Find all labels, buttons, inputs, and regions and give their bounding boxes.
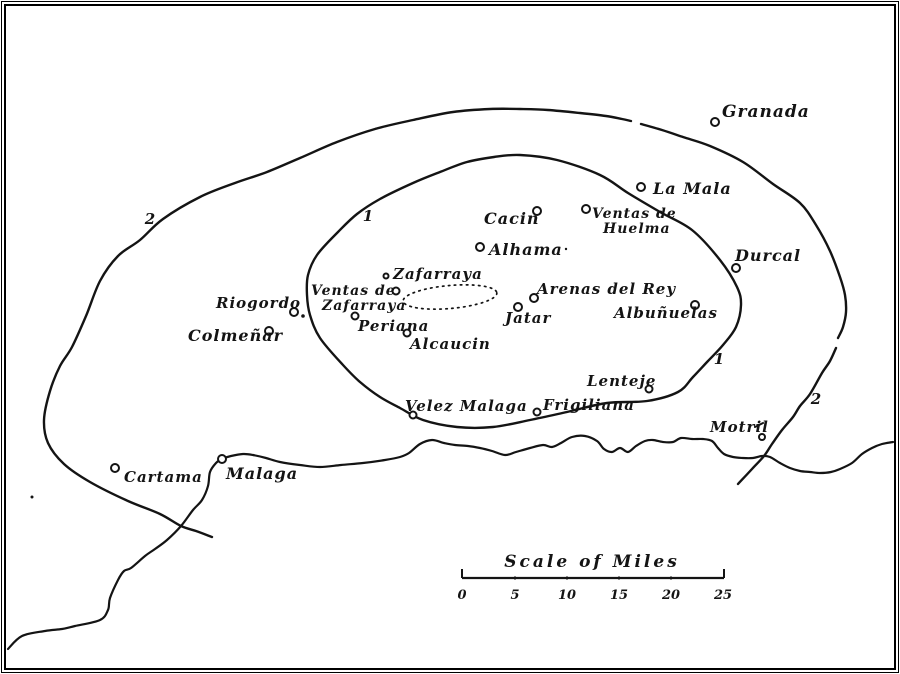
town-marker	[513, 302, 523, 312]
town-marker	[581, 204, 591, 214]
town-malaga: Malaga	[217, 454, 298, 483]
town-marker	[350, 311, 360, 321]
isoseismal-1-number-label: 1	[363, 207, 373, 225]
town-lenteje: Lenteje	[586, 372, 656, 394]
scale-bar-tick-label: 0	[457, 588, 466, 603]
town-label: Cacin	[484, 209, 540, 228]
town-label: Jatar	[502, 309, 551, 327]
town-label: Zafarraya	[392, 265, 483, 283]
isoseismal-2-path	[736, 346, 838, 486]
town-la-mala: La Mala	[636, 179, 732, 198]
motril-tick-mark	[754, 422, 764, 428]
town-label: Cartama	[124, 468, 203, 486]
isoseismal-1: 11	[305, 153, 743, 430]
town-jatar: Jatar	[502, 302, 551, 327]
town-label: Velez Malaga	[405, 397, 528, 415]
town-label: Albuñuelas	[612, 304, 718, 322]
scale-bar-tick-label: 5	[510, 588, 519, 603]
isoseismal-1-number-label: 1	[714, 350, 724, 368]
town-marker	[710, 117, 720, 127]
town-periana: Periana	[350, 311, 429, 335]
town-frigiliana: Frigiliana	[532, 396, 635, 417]
town-marker	[408, 410, 418, 420]
town-label: Lenteje	[586, 372, 656, 390]
isoseismal-2-path	[42, 107, 633, 539]
town-label: Periana	[357, 317, 429, 335]
town-label: Riogordo	[215, 294, 301, 312]
town-label: Granada	[722, 102, 810, 122]
town-marker	[391, 286, 401, 296]
town-marker	[402, 328, 412, 338]
ink-speck	[564, 247, 568, 251]
town-label: Arenas del Rey	[535, 280, 676, 298]
town-motril: Motril	[709, 418, 769, 441]
scale-bar-tick-label: 15	[610, 588, 628, 603]
epicentral-dotted-ellipse	[402, 283, 498, 311]
isoseismal-2-number-label: 2	[144, 210, 155, 228]
town-label: Huelma	[602, 221, 671, 237]
town-albunuelas: Albuñuelas	[612, 300, 718, 322]
town-cartama: Cartama	[110, 463, 203, 486]
town-velez-malaga: Velez Malaga	[405, 397, 528, 420]
town-alhama: Alhama	[475, 240, 563, 259]
scale-bar-tick-label: 20	[661, 588, 680, 603]
town-label: Ventas de	[311, 283, 396, 299]
town-riogordo: Riogordo	[215, 294, 301, 317]
town-marker	[636, 182, 646, 192]
town-marker	[529, 293, 539, 303]
town-marker	[644, 384, 654, 394]
town-label: Alhama	[487, 240, 563, 259]
scale-bar-tick-label: 25	[713, 588, 732, 603]
town-marker	[217, 454, 227, 464]
coastline-path	[6, 434, 895, 651]
town-alcaucin: Alcaucin	[402, 328, 491, 353]
town-label: Durcal	[734, 246, 801, 265]
town-marker	[289, 307, 299, 317]
isoseismal-2: 22	[42, 107, 848, 539]
town-arenas-del-rey: Arenas del Rey	[529, 280, 676, 303]
town-zafarraya: Zafarraya	[382, 265, 483, 283]
town-colmenar: Colmeñar	[188, 326, 284, 345]
isoseismal-2-number-label: 2	[810, 390, 821, 408]
town-granada: Granada	[710, 102, 810, 127]
town-cacin: Cacin	[484, 206, 542, 228]
town-marker	[382, 272, 390, 280]
town-marker	[264, 326, 274, 336]
town-marker	[758, 433, 766, 441]
town-label: Motril	[709, 418, 769, 436]
town-label: Zafarraya	[321, 298, 406, 314]
ink-speck	[301, 314, 305, 318]
town-label: Colmeñar	[188, 326, 284, 345]
scale-bar-title: Scale of Miles	[504, 552, 680, 572]
isoseismal-2-path	[639, 122, 848, 340]
town-label: Frigiliana	[542, 396, 635, 414]
town-label: Malaga	[225, 464, 298, 483]
town-label: La Mala	[652, 179, 732, 198]
town-label: Alcaucin	[408, 335, 491, 353]
town-marker	[690, 300, 700, 310]
isoseismal-1-path	[305, 153, 743, 430]
town-durcal: Durcal	[731, 246, 801, 273]
town-marker	[731, 263, 741, 273]
town-marker	[110, 463, 120, 473]
scale-bar-tick-label: 10	[558, 588, 576, 603]
town-marker	[532, 206, 542, 216]
ink-speck	[30, 495, 34, 499]
town-marker	[475, 242, 485, 252]
scale-bar: Scale of Miles 0 5 10 15 20 25	[457, 552, 732, 603]
town-label: Ventas de	[592, 206, 677, 222]
town-marker	[532, 407, 542, 417]
